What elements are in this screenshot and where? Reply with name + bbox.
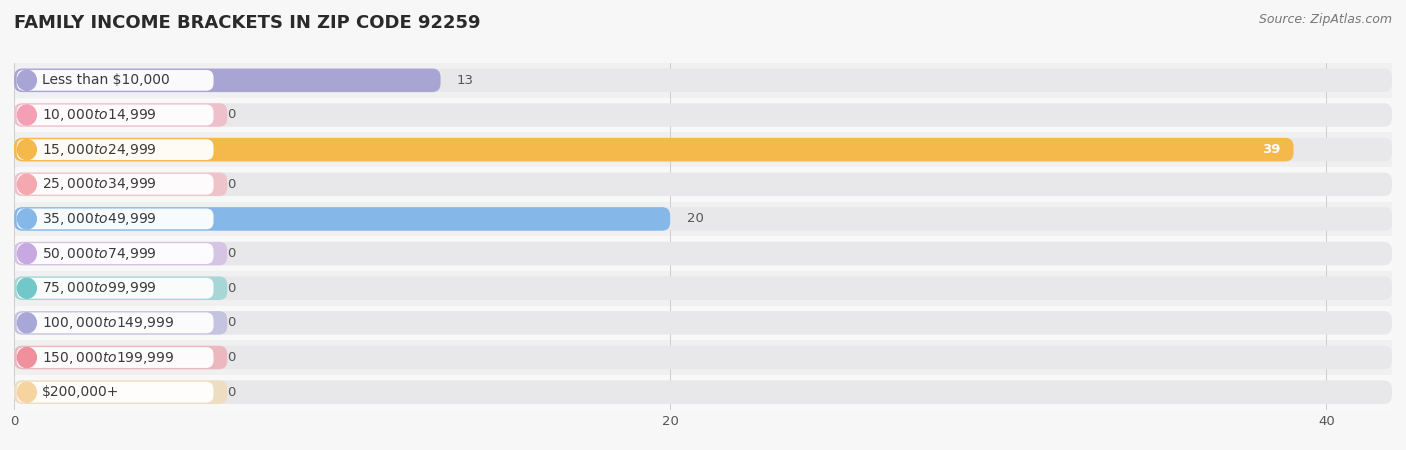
FancyBboxPatch shape [14, 68, 440, 92]
Text: Source: ZipAtlas.com: Source: ZipAtlas.com [1258, 14, 1392, 27]
FancyBboxPatch shape [17, 382, 214, 403]
Text: $200,000+: $200,000+ [42, 385, 120, 399]
FancyBboxPatch shape [14, 242, 228, 266]
Circle shape [17, 70, 37, 90]
FancyBboxPatch shape [17, 312, 214, 333]
FancyBboxPatch shape [14, 276, 1392, 300]
Circle shape [17, 174, 37, 194]
Text: 0: 0 [226, 351, 235, 364]
FancyBboxPatch shape [14, 311, 228, 335]
Text: 0: 0 [226, 386, 235, 399]
FancyBboxPatch shape [14, 172, 228, 196]
Bar [14, 236, 1392, 271]
FancyBboxPatch shape [17, 278, 214, 299]
Text: Less than $10,000: Less than $10,000 [42, 73, 169, 87]
FancyBboxPatch shape [14, 380, 228, 404]
FancyBboxPatch shape [14, 276, 228, 300]
FancyBboxPatch shape [14, 380, 1392, 404]
FancyBboxPatch shape [17, 104, 214, 126]
Circle shape [17, 209, 37, 229]
Bar [14, 63, 1392, 98]
Text: 20: 20 [686, 212, 703, 225]
FancyBboxPatch shape [17, 208, 214, 230]
FancyBboxPatch shape [14, 242, 1392, 266]
Text: 0: 0 [226, 282, 235, 295]
FancyBboxPatch shape [14, 207, 671, 231]
Circle shape [17, 278, 37, 298]
Bar [14, 202, 1392, 236]
FancyBboxPatch shape [14, 68, 1392, 92]
FancyBboxPatch shape [14, 311, 1392, 335]
Text: $150,000 to $199,999: $150,000 to $199,999 [42, 350, 174, 365]
Text: 0: 0 [226, 108, 235, 122]
FancyBboxPatch shape [14, 346, 228, 369]
Bar [14, 340, 1392, 375]
Text: $35,000 to $49,999: $35,000 to $49,999 [42, 211, 156, 227]
Circle shape [17, 140, 37, 160]
FancyBboxPatch shape [17, 347, 214, 368]
Circle shape [17, 105, 37, 125]
FancyBboxPatch shape [17, 174, 214, 195]
Bar [14, 306, 1392, 340]
Text: $75,000 to $99,999: $75,000 to $99,999 [42, 280, 156, 296]
Text: $100,000 to $149,999: $100,000 to $149,999 [42, 315, 174, 331]
Circle shape [17, 243, 37, 264]
Text: FAMILY INCOME BRACKETS IN ZIP CODE 92259: FAMILY INCOME BRACKETS IN ZIP CODE 92259 [14, 14, 481, 32]
Text: 0: 0 [226, 316, 235, 329]
FancyBboxPatch shape [14, 172, 1392, 196]
Text: 0: 0 [226, 178, 235, 191]
FancyBboxPatch shape [14, 138, 1294, 162]
FancyBboxPatch shape [14, 103, 1392, 127]
FancyBboxPatch shape [17, 243, 214, 264]
Circle shape [17, 313, 37, 333]
Text: $15,000 to $24,999: $15,000 to $24,999 [42, 142, 156, 158]
Bar [14, 98, 1392, 132]
Circle shape [17, 382, 37, 402]
FancyBboxPatch shape [14, 346, 1392, 369]
Circle shape [17, 347, 37, 368]
Bar [14, 375, 1392, 410]
Text: 39: 39 [1263, 143, 1281, 156]
Text: $50,000 to $74,999: $50,000 to $74,999 [42, 246, 156, 261]
Text: $25,000 to $34,999: $25,000 to $34,999 [42, 176, 156, 192]
Text: 13: 13 [457, 74, 474, 87]
Text: 0: 0 [226, 247, 235, 260]
FancyBboxPatch shape [14, 207, 1392, 231]
Bar [14, 271, 1392, 306]
Bar [14, 132, 1392, 167]
FancyBboxPatch shape [14, 138, 1392, 162]
FancyBboxPatch shape [17, 70, 214, 91]
Text: $10,000 to $14,999: $10,000 to $14,999 [42, 107, 156, 123]
FancyBboxPatch shape [14, 103, 228, 127]
FancyBboxPatch shape [17, 139, 214, 160]
Bar [14, 167, 1392, 202]
